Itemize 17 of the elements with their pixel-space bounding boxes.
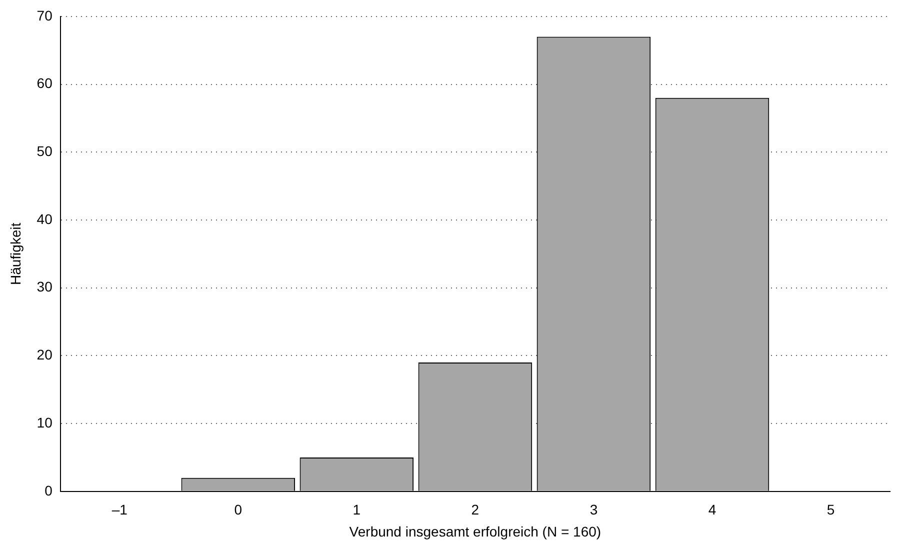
y-tick-label: 70 bbox=[36, 7, 53, 24]
y-tick-label: 10 bbox=[36, 414, 53, 430]
y-tick-label: 30 bbox=[36, 278, 53, 295]
x-axis-title: Verbund insgesamt erfolgreich (N = 160) bbox=[349, 523, 602, 540]
x-tick-label: 3 bbox=[590, 502, 598, 518]
y-axis-title: Häufigkeit bbox=[7, 222, 24, 286]
y-tick-label: 0 bbox=[44, 482, 53, 498]
y-tick-label: 20 bbox=[36, 346, 53, 363]
x-tick-label: 0 bbox=[234, 502, 242, 518]
y-tick-label: 50 bbox=[36, 142, 53, 159]
x-tick-label: 5 bbox=[826, 502, 835, 518]
x-tick-label: –1 bbox=[112, 502, 128, 518]
x-tick-label: 4 bbox=[708, 502, 716, 518]
y-tick-label: 40 bbox=[36, 210, 53, 227]
x-tick-label: 2 bbox=[471, 502, 480, 518]
x-tick-label: 1 bbox=[352, 502, 361, 518]
y-tick-label: 60 bbox=[36, 75, 53, 92]
